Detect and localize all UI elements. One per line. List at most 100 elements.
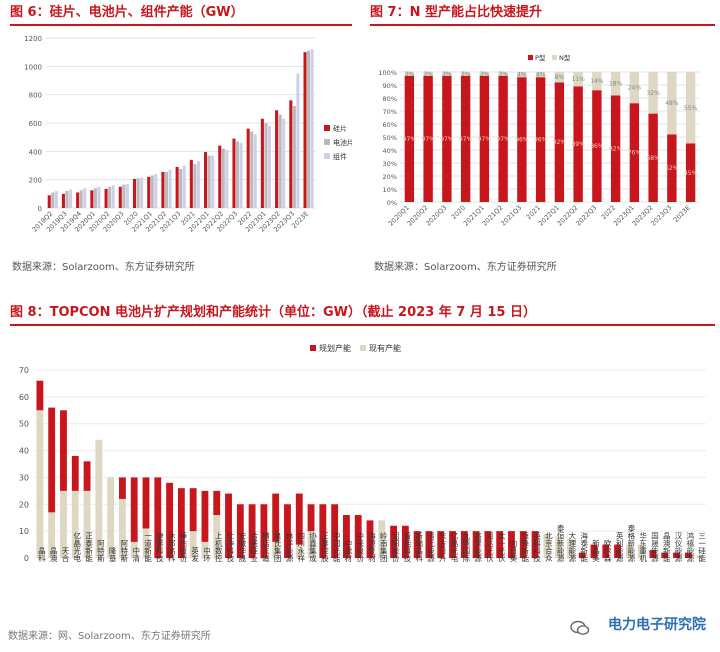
fig8-xtick-label: 正泰控股 xyxy=(320,532,329,564)
fig8-bar-existing xyxy=(567,539,574,558)
fig8-bar-existing xyxy=(119,498,126,558)
fig7-chart: 0% 10% 20% 30% 40% 50% 60% 70% 80% 90% 100% 97% 3% 20… xyxy=(378,53,700,228)
fig8-bar-planned xyxy=(354,515,362,558)
fig6-bar xyxy=(83,188,87,208)
fig7-xtick-label: 2022Q3 xyxy=(574,204,598,228)
fig6-ytick-label: 0 xyxy=(38,205,42,213)
fig7-data-label-n: 48% xyxy=(665,100,679,107)
brand-name: 电力电子研究院 xyxy=(608,617,706,633)
fig7-ytick-label: 80% xyxy=(383,95,397,103)
fig8-xtick-label: 太一光伏 xyxy=(497,531,506,564)
fig7-xtick-label: 2020Q3 xyxy=(424,204,448,228)
fig6-bar xyxy=(118,186,122,208)
fig6-bar xyxy=(267,125,272,208)
fig8-xtick-label: 新瑞晶科 xyxy=(414,531,423,564)
fig8-bar-planned xyxy=(496,531,504,558)
fig6-title-rule xyxy=(10,24,352,26)
fig7-bar-p xyxy=(423,75,433,202)
fig8-ytick-label: 50 xyxy=(19,420,29,429)
fig7-bar-n xyxy=(535,72,546,78)
fig7-data-label-n: 3% xyxy=(423,71,433,78)
fig8-xtick-label: 林洋能源 xyxy=(285,531,294,564)
fig7-title: 图 7：N 型产能占比快速提升 xyxy=(370,5,542,20)
fig8-bar-planned xyxy=(649,549,657,558)
fig6-bar xyxy=(260,118,264,208)
fig8-bar-planned xyxy=(449,531,456,558)
fig6-bar xyxy=(250,131,254,208)
fig7-ytick-label: 20% xyxy=(383,173,397,181)
fig8-bar-planned xyxy=(307,504,315,532)
fig7-bar-n xyxy=(592,72,602,91)
fig8-source: 网、Solarzoom、东方证券研究所 xyxy=(58,631,211,642)
fig8-xtick-label: 国晟能源 xyxy=(650,532,659,564)
fig8-bar-planned xyxy=(130,477,138,542)
fig7-data-label-p: 97% xyxy=(496,136,510,143)
fig7-data-label-p: 86% xyxy=(590,143,604,150)
fig8-bar-existing xyxy=(378,520,386,558)
fig7-bar-n xyxy=(404,72,415,76)
fig6-bar xyxy=(104,188,108,208)
fig6-legend-label: 电池片 xyxy=(333,138,352,147)
fig7-data-label-p: 82% xyxy=(609,146,623,153)
fig6-legend-swatch xyxy=(324,125,330,131)
fig7-bar-n xyxy=(498,72,508,76)
fig7-bar-n xyxy=(517,72,527,78)
fig6-bar xyxy=(196,161,200,208)
fig8-xtick-label: 晋能科技 xyxy=(403,532,412,564)
fig6-bar xyxy=(253,134,257,208)
fig8-bar-existing xyxy=(60,490,67,558)
fig8-xtick-label: 泰格新能源 xyxy=(627,523,636,563)
fig7-bar-p xyxy=(610,95,621,202)
fig8-bar-planned xyxy=(578,552,586,558)
fig7-legend-swatch xyxy=(528,55,533,60)
fig8-xtick-label: 协鑫集成 xyxy=(308,531,317,564)
fig8-source-line: 数据来源：网、Solarzoom、东方证券研究所 xyxy=(8,627,211,642)
fig7-bar-p xyxy=(498,75,508,202)
fig7-bar-p xyxy=(667,134,677,202)
fig8-ytick-label: 20 xyxy=(19,500,29,509)
fig8-xtick-label: 上机数控 xyxy=(214,532,223,564)
fig7-bar-p xyxy=(479,75,490,202)
fig8-bar-planned xyxy=(213,490,221,516)
fig8-bar-planned xyxy=(331,504,339,558)
fig8-xtick-label: 四川永祥 xyxy=(297,532,306,564)
fig7-data-label-n: 3% xyxy=(442,71,452,78)
fig6-bar xyxy=(221,148,225,208)
fig8-bar-planned xyxy=(225,493,232,558)
fig6-bar xyxy=(296,73,300,208)
fig8-xtick-label: 天合 xyxy=(61,547,70,564)
fig8-xtick-label: 阿特斯 xyxy=(120,539,129,563)
fig7-bar-p xyxy=(629,103,640,202)
fig7-data-label-n: 14% xyxy=(590,78,604,85)
fig7-data-label-p: 45% xyxy=(684,170,698,177)
fig6-bar xyxy=(65,191,69,208)
fig6-bar xyxy=(204,152,208,208)
fig8-bar-planned xyxy=(614,544,621,558)
fig7-bar-n xyxy=(629,72,640,104)
fig7-data-label-p: 97% xyxy=(478,136,492,143)
fig6-bar xyxy=(51,192,55,208)
fig7-bar-p xyxy=(460,75,471,202)
fig6-bar xyxy=(239,142,243,208)
fig8-ytick-label: 0 xyxy=(24,554,29,563)
fig8-bar-planned xyxy=(177,488,185,558)
fig7-data-label-n: 4% xyxy=(536,72,546,79)
fig8-xtick-label: 九鼎国际 xyxy=(462,532,471,564)
fig8-bar-planned xyxy=(83,461,91,491)
fig8-bar-planned xyxy=(248,504,256,558)
fig8-xtick-label: 恒锋新能 xyxy=(521,531,530,564)
fig6-bar xyxy=(278,114,282,208)
fig8-xtick-label: 高景能源 xyxy=(473,531,482,564)
fig8-ytick-label: 10 xyxy=(19,527,29,536)
fig8-bar-existing xyxy=(696,555,704,558)
fig6-legend-label: 硅片 xyxy=(333,124,347,133)
fig8-xtick-label: 亿晶光电 xyxy=(73,531,82,563)
fig6-bar xyxy=(232,138,236,208)
fig6-bar xyxy=(275,110,279,208)
fig8-legend-label: 现有产能 xyxy=(369,343,401,353)
fig8-legend-swatch xyxy=(310,345,316,351)
fig6-bar xyxy=(150,175,154,208)
fig6-bar xyxy=(310,49,314,208)
fig7-bar-p xyxy=(685,143,696,202)
fig8-xtick-label: 阿特斯 xyxy=(96,539,105,563)
